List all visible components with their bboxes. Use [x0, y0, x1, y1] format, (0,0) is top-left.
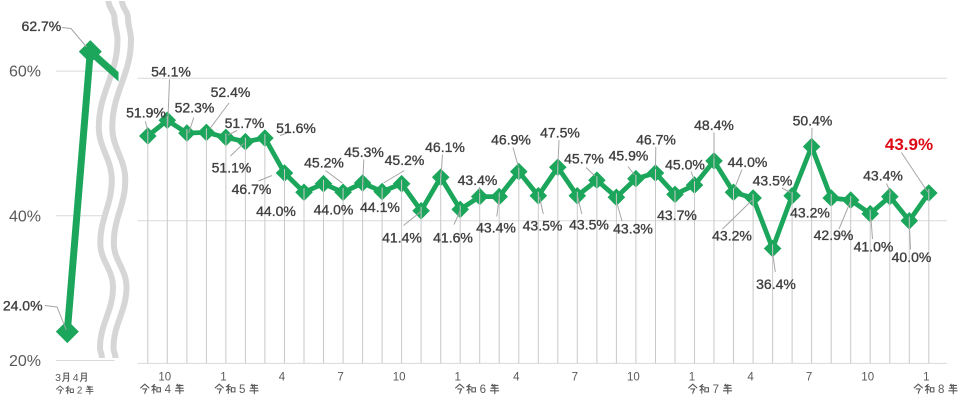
svg-text:2: 2: [77, 385, 82, 396]
svg-text:6: 6: [480, 384, 486, 396]
svg-text:51.1%: 51.1%: [212, 159, 252, 175]
svg-text:44.0%: 44.0%: [256, 203, 296, 219]
svg-text:10: 10: [861, 372, 874, 384]
svg-text:20%: 20%: [9, 353, 41, 370]
svg-text:4: 4: [513, 372, 520, 384]
svg-text:41.6%: 41.6%: [433, 230, 473, 246]
svg-text:41.0%: 41.0%: [854, 239, 894, 255]
svg-text:4: 4: [747, 372, 754, 384]
svg-text:50.4%: 50.4%: [793, 113, 833, 129]
svg-text:47.5%: 47.5%: [540, 125, 580, 141]
svg-text:10: 10: [158, 372, 171, 384]
svg-text:46.1%: 46.1%: [425, 139, 465, 155]
svg-text:24.0%: 24.0%: [3, 298, 43, 314]
svg-text:43.9%: 43.9%: [885, 135, 933, 154]
svg-text:36.4%: 36.4%: [756, 276, 796, 292]
svg-text:43.3%: 43.3%: [613, 221, 653, 237]
svg-text:45.2%: 45.2%: [385, 152, 425, 168]
svg-text:43.4%: 43.4%: [476, 220, 516, 236]
svg-text:45.0%: 45.0%: [665, 157, 705, 173]
svg-text:52.4%: 52.4%: [211, 84, 251, 100]
svg-text:45.2%: 45.2%: [304, 155, 344, 171]
svg-text:1: 1: [220, 372, 226, 384]
svg-text:44.1%: 44.1%: [360, 199, 400, 215]
svg-text:10: 10: [393, 372, 406, 384]
svg-text:7: 7: [713, 384, 719, 396]
svg-text:43.5%: 43.5%: [753, 173, 793, 189]
svg-text:1: 1: [689, 372, 695, 384]
svg-text:51.6%: 51.6%: [276, 120, 316, 136]
svg-text:51.7%: 51.7%: [225, 115, 265, 131]
svg-text:54.1%: 54.1%: [151, 64, 191, 80]
svg-text:8: 8: [938, 384, 944, 396]
svg-text:44.0%: 44.0%: [728, 154, 768, 170]
svg-text:4: 4: [73, 372, 79, 384]
svg-text:46.7%: 46.7%: [636, 132, 676, 148]
svg-text:43.2%: 43.2%: [712, 228, 752, 244]
svg-text:42.9%: 42.9%: [814, 227, 854, 243]
svg-text:40.0%: 40.0%: [892, 249, 932, 265]
svg-text:45.3%: 45.3%: [344, 144, 384, 160]
svg-text:60%: 60%: [9, 64, 41, 81]
svg-text:43.7%: 43.7%: [657, 207, 697, 223]
svg-text:51.9%: 51.9%: [126, 105, 166, 121]
svg-text:7: 7: [572, 372, 578, 384]
svg-text:45.7%: 45.7%: [564, 151, 604, 167]
svg-text:43.5%: 43.5%: [523, 218, 563, 234]
svg-text:43.4%: 43.4%: [863, 168, 903, 184]
svg-text:3: 3: [55, 372, 61, 384]
svg-text:7: 7: [337, 372, 343, 384]
svg-text:4: 4: [279, 372, 286, 384]
svg-text:52.3%: 52.3%: [175, 100, 215, 116]
svg-text:5: 5: [239, 384, 245, 396]
svg-text:10: 10: [627, 372, 640, 384]
svg-text:46.9%: 46.9%: [491, 132, 531, 148]
svg-text:1: 1: [923, 372, 929, 384]
svg-text:43.4%: 43.4%: [458, 172, 498, 188]
svg-text:1: 1: [454, 372, 460, 384]
svg-text:4: 4: [165, 384, 172, 396]
svg-text:48.4%: 48.4%: [694, 117, 734, 133]
svg-text:43.5%: 43.5%: [569, 217, 609, 233]
svg-text:40%: 40%: [9, 208, 41, 225]
svg-text:44.0%: 44.0%: [314, 202, 354, 218]
svg-text:41.4%: 41.4%: [382, 230, 422, 246]
svg-text:43.2%: 43.2%: [790, 204, 830, 220]
svg-text:46.7%: 46.7%: [232, 181, 272, 197]
svg-text:7: 7: [806, 372, 812, 384]
svg-text:45.9%: 45.9%: [609, 148, 649, 164]
svg-text:62.7%: 62.7%: [22, 18, 62, 34]
